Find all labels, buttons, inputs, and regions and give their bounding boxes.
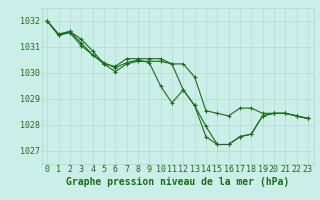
X-axis label: Graphe pression niveau de la mer (hPa): Graphe pression niveau de la mer (hPa) [66, 177, 289, 187]
